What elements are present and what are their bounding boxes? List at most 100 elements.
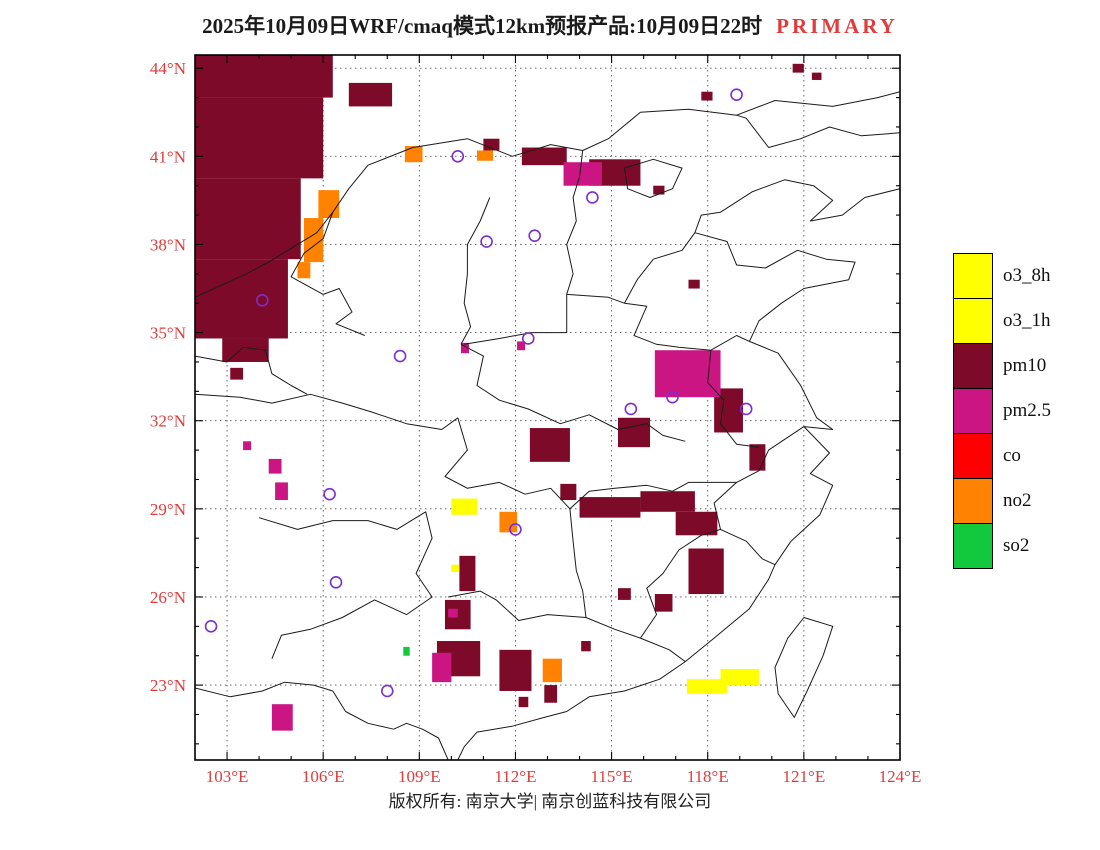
pollutant-patch-pm10: [675, 511, 718, 536]
pollutant-patch-pm10: [581, 641, 591, 652]
pollutant-patch-pm10: [222, 338, 269, 362]
gansu-south-border: [195, 346, 308, 395]
city-marker: [329, 575, 343, 589]
pollutant-patch-pm10: [195, 178, 301, 260]
pollutant-patch-pm10: [348, 82, 393, 107]
y-axis-label: 38°N: [150, 235, 186, 254]
pollutant-patch-pm10: [518, 696, 529, 708]
jiangsu-anhui-border: [707, 350, 760, 448]
axis-ticks: [194, 55, 901, 760]
city-marker: [521, 332, 535, 345]
henan-hubei-border: [460, 343, 686, 442]
pollutant-patch-pm25: [275, 482, 288, 501]
pollutant-patch-pm10: [618, 417, 651, 448]
pollutant-patch-no2: [297, 262, 311, 279]
shaanxi-shanxi-border: [460, 197, 491, 345]
city-marker: [255, 293, 269, 307]
pollutant-patch-pm10: [579, 497, 641, 518]
pollutant-patch-pm10: [483, 138, 500, 151]
title-main-text: 2025年10月09日WRF/cmaq模式12km预报产品:10月09日22时: [202, 14, 763, 38]
legend-color-swatch: [953, 298, 993, 344]
city-marker: [739, 402, 753, 416]
x-axis-label: 124°E: [879, 767, 922, 786]
pollutant-patch-pm10: [521, 147, 567, 166]
gulf-coast: [393, 722, 449, 760]
pollutant-patch-pm10: [195, 97, 324, 179]
x-axis-label: 106°E: [302, 767, 345, 786]
pollutant-patch-pm10: [544, 685, 558, 703]
legend-item-pm10: pm10: [953, 343, 1051, 389]
pollutant-patch-pm25: [271, 704, 293, 731]
page-title: 2025年10月09日WRF/cmaq模式12km预报产品:10月09日22时 P…: [0, 10, 1100, 40]
legend-label: o3_1h: [1003, 310, 1051, 331]
x-axis-label: 115°E: [591, 767, 633, 786]
pollutant-patch-no2: [542, 658, 562, 683]
copyright-text: 版权所有: 南京大学| 南京创蓝科技有限公司: [388, 792, 712, 811]
qinling-sichuan-border: [195, 393, 459, 430]
inner-mongolia-border: [195, 91, 900, 298]
hebei-shandong-border: [623, 232, 696, 304]
pollutant-patch-pm25: [654, 350, 721, 398]
y-axis-label: 29°N: [150, 500, 186, 519]
pollutant-patch-pm10: [195, 259, 288, 339]
beijing-border: [623, 158, 683, 198]
shandong-south-border: [566, 293, 750, 351]
pollutant-patch-pm10: [792, 63, 804, 73]
city-marker: [451, 150, 465, 163]
y-axis-label: 26°N: [150, 588, 186, 607]
pollutant-patch-pm25: [563, 162, 602, 186]
taiwan-island: [774, 617, 834, 718]
city-marker: [730, 88, 743, 101]
pollutant-patch-pm10: [618, 588, 631, 600]
legend-color-swatch: [953, 388, 993, 434]
yangtze-borders: [444, 417, 737, 510]
legend-label: no2: [1003, 490, 1032, 511]
pollutant-patch-pm10: [230, 367, 244, 380]
city-marker: [323, 487, 336, 501]
pollutant-patch-pm10: [654, 594, 673, 612]
pollutant-patch-o3: [686, 679, 727, 694]
legend-label: pm10: [1003, 355, 1047, 376]
legend-color-swatch: [953, 523, 993, 569]
x-axis-label: 109°E: [398, 767, 441, 786]
pollutant-legend: o3_8h o3_1h pm10 pm2.5 co no2 so2: [953, 253, 1051, 569]
pollutant-patch-so2: [403, 646, 410, 656]
pollutant-patch-pm10: [688, 279, 700, 289]
title-primary-tag: PRIMARY: [776, 14, 898, 38]
pollutant-patch-pm10: [640, 491, 695, 512]
pollutant-patch-o3: [451, 564, 460, 572]
pollutant-patch-no2: [318, 190, 340, 219]
city-marker: [480, 235, 493, 248]
pollutant-patch-pm25: [243, 441, 252, 451]
pollutant-patch-pm10: [749, 444, 766, 471]
pollutant-patch-pm10: [701, 91, 713, 101]
pollutant-patch-o3: [720, 668, 759, 686]
city-marker: [624, 402, 638, 416]
city-marker: [528, 229, 541, 242]
shanxi-henan-border: [464, 294, 568, 345]
hunan-jiangxi-border: [569, 508, 587, 618]
city-marker: [204, 620, 218, 633]
legend-color-swatch: [953, 253, 993, 299]
yunnan-guizhou-border: [258, 511, 433, 659]
x-axis-label: 112°E: [494, 767, 536, 786]
y-axis-label: 32°N: [150, 412, 186, 431]
basemap-boundaries: [195, 91, 900, 760]
legend-item-o3-1h: o3_1h: [953, 298, 1051, 344]
legend-item-co: co: [953, 433, 1051, 479]
pollutant-patch-pm25: [432, 652, 452, 683]
shanxi-hebei-border: [566, 150, 584, 295]
legend-label: o3_8h: [1003, 265, 1051, 286]
pollutant-patch-pm10: [653, 185, 665, 195]
city-marker: [666, 390, 679, 404]
city-marker: [380, 684, 394, 698]
pollutant-patch-pm25: [517, 341, 526, 351]
legend-label: pm2.5: [1003, 400, 1052, 421]
fujian-inland-border: [639, 528, 776, 639]
pollutant-patches: [195, 55, 822, 731]
legend-item-no2: no2: [953, 478, 1051, 524]
y-axis-label: 35°N: [150, 324, 186, 343]
city-marker: [393, 349, 407, 363]
